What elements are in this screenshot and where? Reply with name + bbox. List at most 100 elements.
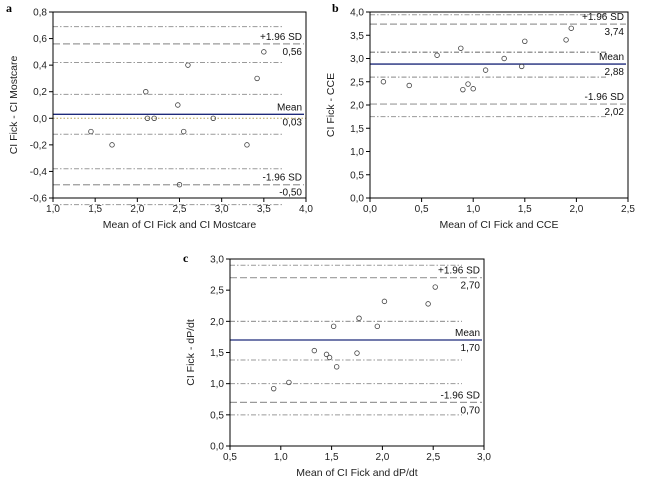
data-point [381,298,388,305]
y-tick-label: -0,6 [30,194,48,205]
ref-label-upper-title: +1.96 SD [438,266,480,277]
data-point [254,75,260,82]
x-axis-title: Mean of CI Fick and dP/dt [296,467,417,479]
ref-label-upper-value: 2,70 [461,281,481,292]
y-tick-label: 1,0 [350,147,364,158]
y-tick-label: 0,6 [33,34,47,45]
y-tick-label: 3,0 [210,255,224,266]
data-point [175,102,181,108]
panel-b: b +1.96 SD 3,74 Mean 2,88 -1.96 SD 2,02 0,0 0,5 1… [325,1,635,231]
data-point [270,385,277,392]
y-tick-label: 3,5 [350,31,364,42]
data-point [311,347,318,354]
data-point [354,350,360,356]
data-point [143,89,149,95]
x-axis-title: Mean of CI Fick and CCE [439,219,558,231]
panel-letter: b [332,1,339,15]
data-point [356,315,362,321]
data-point [323,351,330,358]
data-point [406,82,412,89]
y-tick-label: 0,2 [33,87,47,98]
data-point [465,81,471,87]
x-tick-label: 0,0 [363,204,377,215]
x-tick-label: 2,5 [173,204,187,215]
x-tick-label: 1,0 [466,204,480,215]
ref-label-mean-title: Mean [599,52,624,63]
y-tick-label: 1,0 [210,379,224,390]
data-point [380,79,387,85]
y-tick-label: 0,5 [210,410,224,421]
data-point [458,45,464,51]
y-axis-title: CI Fick - CCE [325,73,337,137]
y-tick-label: 0,8 [33,8,47,19]
x-tick-label: 3,0 [215,204,229,215]
data-point [568,25,574,31]
y-tick-label: 0,4 [33,61,47,72]
y-tick-label: -0,4 [30,167,48,178]
plot-frame [369,11,629,199]
panel-a: a +1.96 SD 0,56 Mean 0,03 -1.96 SD -0,50 1,0 1,5… [6,1,313,231]
y-tick-label: -0,2 [30,140,48,151]
data-point [181,128,187,135]
ref-label-lower-value: 2,02 [605,107,625,118]
ref-label-lower-title: -1.96 SD [263,173,302,184]
panel-c: c +1.96 SD 2,70 Mean 1,70 -1.96 SD 0,70 0,5 1,0 1… [183,251,491,479]
ref-label-mean-title: Mean [455,328,480,339]
data-point [244,142,250,148]
y-tick-label: 2,0 [210,317,224,328]
data-point [519,63,525,70]
data-point [501,55,507,62]
y-tick-label: 0,5 [350,170,364,181]
x-tick-label: 4,0 [299,204,313,215]
data-point [330,323,337,330]
panel-letter: c [183,251,189,265]
ref-label-lower-title: -1.96 SD [585,92,624,103]
data-point [460,86,466,93]
y-tick-label: 4,0 [350,8,364,19]
data-point [482,67,489,73]
data-point [261,49,267,55]
x-tick-label: 0,5 [415,204,429,215]
y-axis-title: CI Fick - CI Mostcare [8,56,20,155]
x-tick-label: 3,5 [257,204,271,215]
x-tick-label: 2,0 [375,452,389,463]
data-point [286,379,292,386]
data-point [176,182,183,188]
y-tick-label: 2,5 [210,286,224,297]
y-axis-title: CI Fick - dP/dt [185,319,197,386]
data-point [374,323,381,330]
data-point [88,128,94,135]
plot-frame [229,258,485,447]
y-tick-label: 0,0 [210,442,224,453]
data-point [333,364,340,370]
y-tick-label: 0,0 [350,194,364,205]
x-tick-label: 2,0 [569,204,583,215]
data-point [151,115,157,121]
x-tick-label: 1,5 [518,204,532,215]
y-tick-label: 2,5 [350,77,364,88]
panel-letter: a [6,1,12,15]
y-tick-label: 0,0 [33,114,47,125]
ref-label-lower-title: -1.96 SD [441,390,480,401]
x-tick-label: 1,5 [88,204,102,215]
x-tick-label: 1,0 [46,204,60,215]
data-point [563,37,569,43]
ref-label-upper-title: +1.96 SD [260,32,302,43]
ref-label-upper-value: 3,74 [605,27,625,38]
x-tick-label: 2,5 [426,452,440,463]
data-point [522,38,528,44]
x-axis-title: Mean of CI Fick and CI Mostcare [103,219,257,231]
ref-label-mean-value: 1,70 [461,343,481,354]
x-tick-label: 2,0 [130,204,144,215]
data-point [425,301,431,307]
ref-label-mean-value: 0,03 [283,117,303,128]
y-tick-label: 3,0 [350,54,364,65]
data-point [326,354,333,361]
data-point [470,86,476,92]
ref-label-lower-value: 0,70 [461,405,481,416]
ref-label-upper-value: 0,56 [283,47,303,58]
y-tick-label: 1,5 [350,124,364,135]
y-tick-label: 1,5 [210,348,224,359]
ref-label-mean-title: Mean [277,102,302,113]
